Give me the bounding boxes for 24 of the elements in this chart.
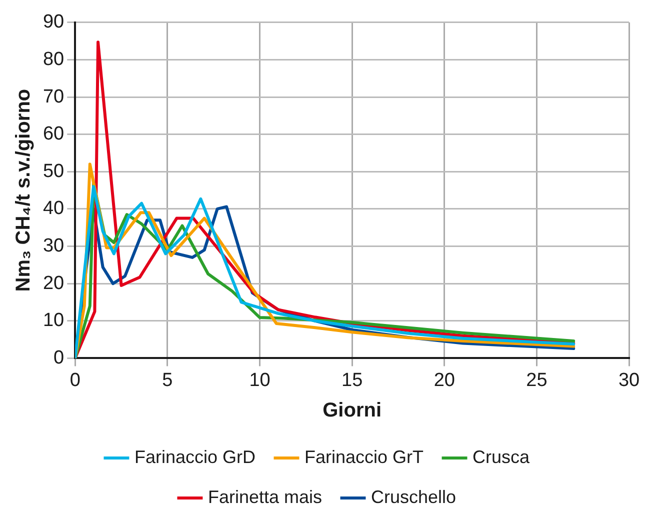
y-tick-label: 60 bbox=[42, 124, 64, 145]
x-tick-label: 20 bbox=[434, 370, 455, 391]
y-tick-label: 10 bbox=[42, 310, 64, 332]
x-tick-label: 5 bbox=[162, 370, 173, 391]
y-tick-label: 80 bbox=[42, 48, 64, 70]
legend-label: Farinaccio GrD bbox=[134, 446, 256, 467]
legend-label: Cruschello bbox=[371, 486, 456, 507]
y-tick-label: 50 bbox=[42, 160, 64, 182]
x-tick-label: 10 bbox=[249, 370, 270, 391]
y-tick-label: 70 bbox=[42, 86, 64, 108]
legend-label: Crusca bbox=[472, 446, 531, 467]
y-tick-label: 20 bbox=[42, 272, 64, 294]
legend-label: Farinetta mais bbox=[208, 486, 322, 507]
y-tick-label: 30 bbox=[42, 236, 64, 256]
y-axis-title: Nm₃ CH₄/t s.v./giorno bbox=[12, 88, 35, 292]
y-tick-label: 40 bbox=[42, 198, 64, 220]
y-tick-label: 0 bbox=[54, 347, 64, 368]
y-tick-label: 90 bbox=[42, 12, 64, 33]
x-tick-label: 30 bbox=[618, 370, 640, 391]
x-tick-label: 15 bbox=[341, 370, 363, 391]
x-axis-title: Giorni bbox=[322, 400, 382, 422]
legend-label: Farinaccio GrT bbox=[304, 446, 424, 467]
x-tick-label: 0 bbox=[70, 370, 80, 391]
x-tick-label: 25 bbox=[526, 370, 548, 391]
